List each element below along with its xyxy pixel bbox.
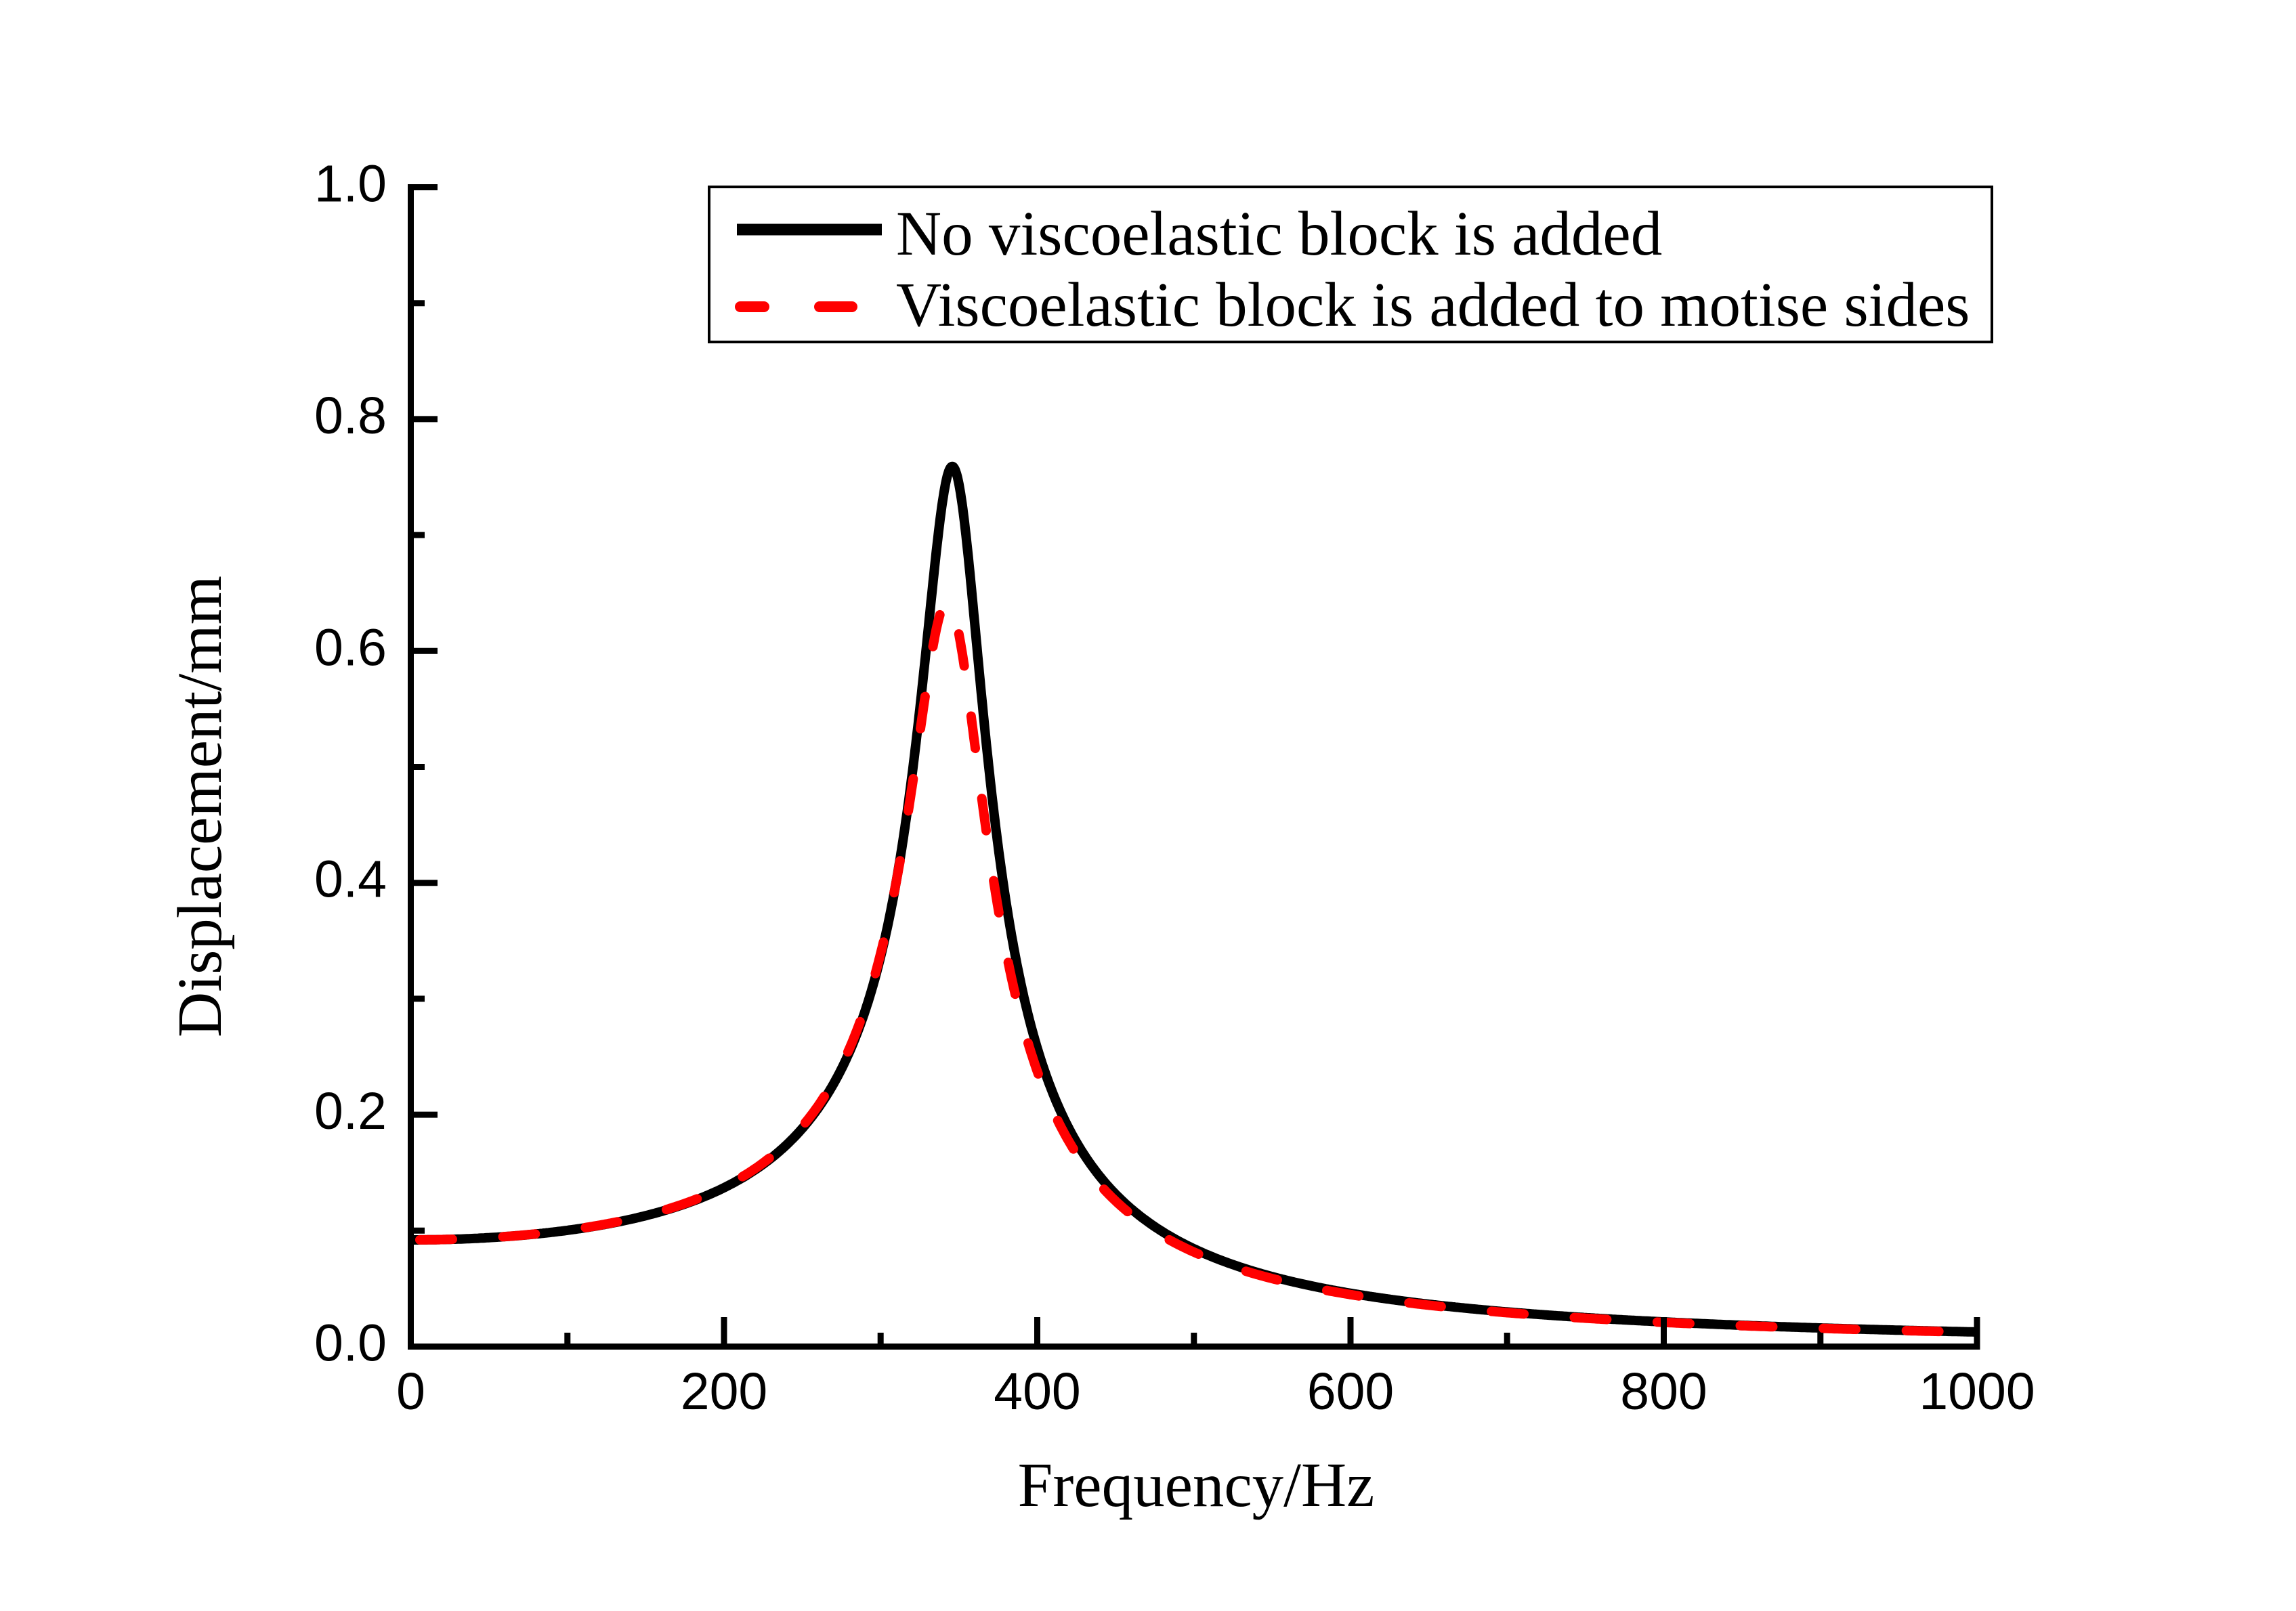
svg-text:No viscoelastic block is added: No viscoelastic block is added (896, 199, 1662, 269)
svg-text:Viscoelastic block is added to: Viscoelastic block is added to motise si… (896, 270, 1970, 340)
svg-text:Displacement/mm: Displacement/mm (165, 576, 235, 1037)
svg-text:400: 400 (994, 1362, 1080, 1421)
svg-text:1.0: 1.0 (314, 155, 387, 213)
svg-text:0.0: 0.0 (314, 1314, 387, 1373)
svg-text:0: 0 (396, 1362, 425, 1421)
svg-text:Frequency/Hz: Frequency/Hz (1018, 1451, 1375, 1520)
svg-text:1000: 1000 (1919, 1362, 2035, 1421)
svg-text:0.8: 0.8 (314, 387, 387, 445)
svg-text:600: 600 (1307, 1362, 1394, 1421)
svg-text:200: 200 (681, 1362, 767, 1421)
svg-text:0.4: 0.4 (314, 851, 387, 909)
svg-text:0.2: 0.2 (314, 1082, 387, 1140)
svg-text:800: 800 (1620, 1362, 1707, 1421)
svg-text:0.6: 0.6 (314, 618, 387, 676)
